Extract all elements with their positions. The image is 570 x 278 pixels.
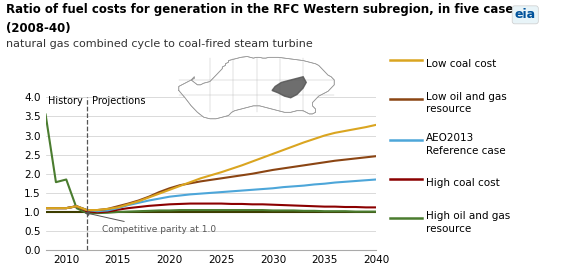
Text: Low oil and gas
resource: Low oil and gas resource — [426, 92, 507, 114]
Polygon shape — [272, 77, 306, 98]
Text: AEO2013
Reference case: AEO2013 Reference case — [426, 133, 506, 156]
Text: Projections: Projections — [92, 96, 145, 106]
Polygon shape — [179, 56, 334, 119]
Text: High coal cost: High coal cost — [426, 178, 499, 188]
Text: High oil and gas
resource: High oil and gas resource — [426, 211, 510, 234]
Text: Low coal cost: Low coal cost — [426, 59, 496, 69]
Text: (2008-40): (2008-40) — [6, 22, 70, 35]
Text: Competitive parity at 1.0: Competitive parity at 1.0 — [86, 212, 217, 234]
Text: natural gas combined cycle to coal-fired steam turbine: natural gas combined cycle to coal-fired… — [6, 39, 312, 49]
Text: eia: eia — [515, 8, 536, 21]
Text: History: History — [48, 96, 83, 106]
Text: Ratio of fuel costs for generation in the RFC Western subregion, in five cases: Ratio of fuel costs for generation in th… — [6, 3, 520, 16]
